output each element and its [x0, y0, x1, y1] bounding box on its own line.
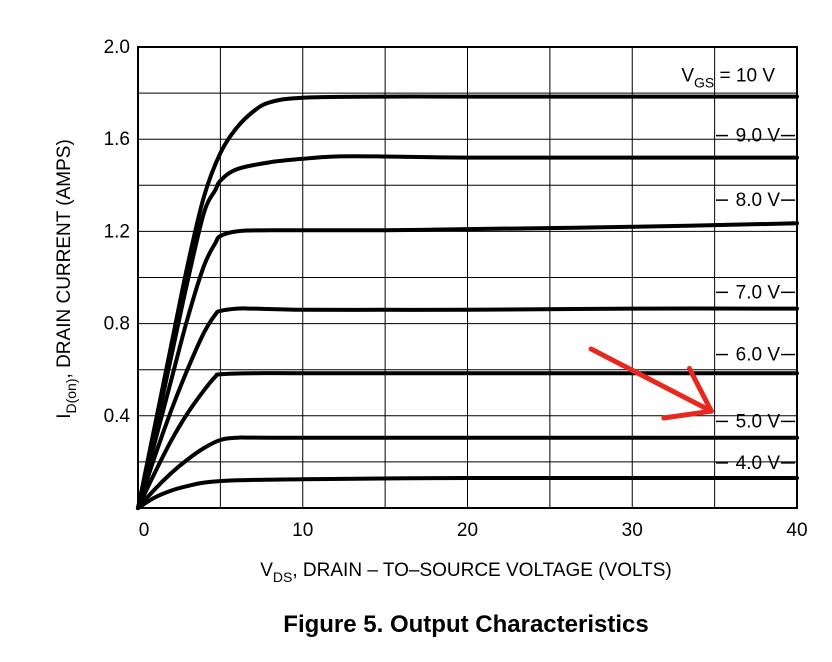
- curve-10-v: [136, 94, 799, 510]
- curve-8-0-v: [136, 221, 799, 510]
- curve-4-0-v: [136, 475, 799, 510]
- series-label: 8.0 V: [716, 190, 795, 211]
- y-tick-label: 1.2: [104, 221, 130, 242]
- annotation: [588, 346, 714, 421]
- svg-text:7.0 V: 7.0 V: [736, 282, 781, 303]
- svg-text:4.0 V: 4.0 V: [736, 453, 781, 474]
- x-axis-title: VDS, DRAIN – TO–SOURCE VOLTAGE (VOLTS): [260, 560, 672, 585]
- y-tick-label: 2.0: [104, 37, 130, 58]
- curve-6-0-v: [136, 371, 799, 510]
- curve-9-0-v: [136, 154, 799, 510]
- curve-5-0-v: [136, 435, 799, 510]
- plot-frame: [137, 46, 798, 509]
- series-label: VGS = 10 V: [681, 66, 775, 91]
- x-tick-label: 30: [622, 520, 643, 541]
- series-label: 9.0 V: [716, 126, 795, 147]
- y-tick-label: 0.4: [104, 406, 131, 427]
- series-label: 7.0 V: [716, 282, 795, 303]
- svg-text:6.0 V: 6.0 V: [736, 345, 781, 366]
- series-label: 5.0 V: [716, 411, 795, 432]
- svg-text:9.0 V: 9.0 V: [736, 126, 781, 147]
- svg-text:VGS = 10 V: VGS = 10 V: [681, 66, 775, 91]
- x-tick-label: 40: [786, 520, 807, 541]
- curve-7-0-v: [136, 306, 799, 510]
- x-tick-label: 20: [457, 520, 478, 541]
- tick-labels: 0 10 20 30 40 0.4 0.8 1.2 1.6 2.0: [104, 37, 808, 541]
- annotation-arrow-head: [661, 365, 714, 421]
- y-tick-label: 0.8: [104, 314, 130, 335]
- chart-grid: [138, 47, 797, 508]
- curve-labels: VGS = 10 V 9.0 V 8.0 V 7.0 V 6.0 V 5.0 V 4.0 V: [681, 66, 795, 474]
- svg-text:8.0 V: 8.0 V: [736, 190, 781, 211]
- y-axis-title: ID(on), DRAIN CURRENT (AMPS): [54, 139, 79, 419]
- y-tick-label: 1.6: [104, 129, 130, 150]
- x-tick-label: 0: [139, 520, 150, 541]
- x-tick-label: 10: [292, 520, 313, 541]
- svg-text:5.0 V: 5.0 V: [736, 411, 781, 432]
- figure-caption: Figure 5. Output Characteristics: [283, 611, 648, 638]
- series-label: 6.0 V: [716, 345, 795, 366]
- curves: [136, 94, 799, 510]
- annotation-arrow-shaft: [588, 346, 714, 414]
- series-label: 4.0 V: [716, 453, 795, 474]
